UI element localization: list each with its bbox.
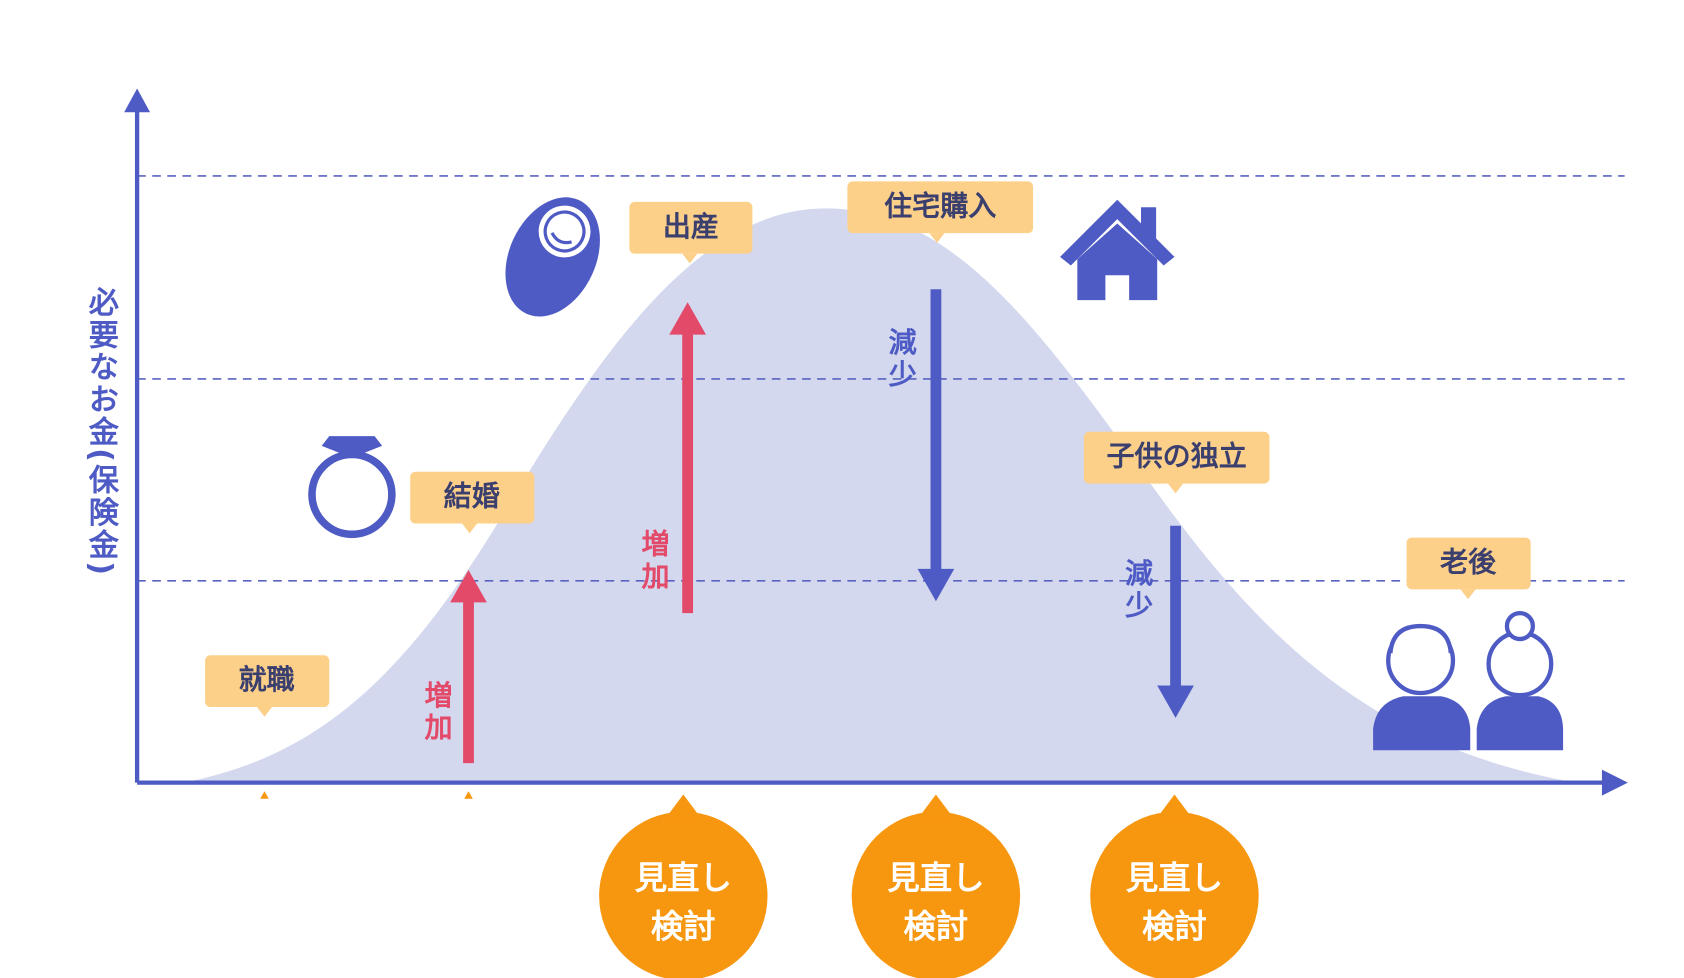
review-text: 検討: [1142, 907, 1207, 945]
event-label: 住宅購入: [884, 189, 996, 222]
house-icon: [1060, 199, 1175, 301]
increase-arrows: [450, 302, 706, 764]
decrease-arrows: [917, 289, 1194, 718]
elderly-icon: [1373, 610, 1564, 751]
event-label: 子供の独立: [1107, 440, 1247, 473]
axis-markers: [260, 791, 473, 799]
label-boxes: [205, 181, 1531, 717]
event-label: 出産: [663, 210, 719, 243]
ring-icon: [308, 436, 396, 539]
guide-lines: [137, 175, 1625, 582]
change-label: 増加: [420, 680, 453, 745]
review-text: 見直し: [887, 859, 984, 897]
event-label: 結婚: [444, 480, 500, 513]
baby-icon: [505, 197, 600, 317]
change-label: 減少: [884, 327, 917, 392]
review-text: 見直し: [1126, 859, 1223, 897]
axes: [124, 88, 1628, 796]
event-label: 老後: [1440, 545, 1497, 578]
review-circles: [599, 794, 1259, 978]
review-text: 検討: [651, 907, 716, 945]
review-text: 見直し: [635, 859, 732, 897]
event-label: 就職: [239, 663, 295, 696]
y-axis-label: 必要なお金(保険金): [83, 286, 120, 577]
change-label: 減少: [1121, 558, 1154, 623]
need-curve: [183, 208, 1577, 783]
change-label: 増加: [637, 529, 670, 594]
review-text: 検討: [904, 907, 969, 945]
